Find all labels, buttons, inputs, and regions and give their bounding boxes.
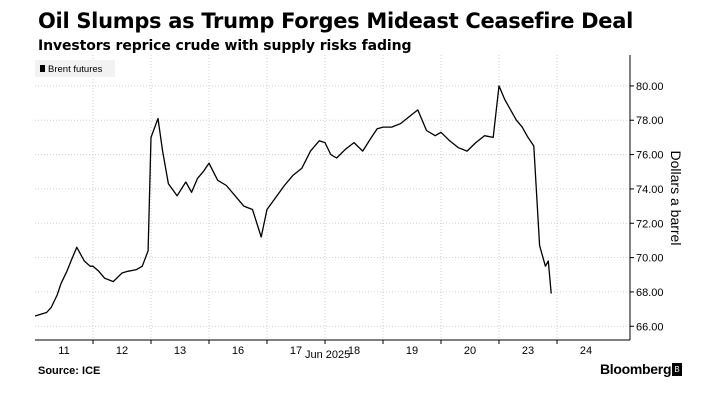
y-axis-label: Dollars a barrel: [668, 151, 684, 246]
y-tick-label: 66.00: [636, 321, 664, 333]
x-tick-label: 20: [464, 345, 476, 357]
y-tick-label: 70.00: [636, 253, 664, 265]
x-tick-label: 23: [522, 345, 534, 357]
legend-box: [35, 60, 115, 77]
y-tick-label: 80.00: [636, 81, 664, 93]
y-tick-label: 74.00: [636, 184, 664, 196]
y-tick-label: 68.00: [636, 287, 664, 299]
x-tick-label: 13: [174, 345, 186, 357]
axis-ticks: 66.00 68.00 70.00 72.00 74.00 76.00 78.00 80.00…: [58, 81, 663, 357]
x-tick-label: 12: [116, 345, 128, 357]
x-tick-label: 19: [406, 345, 418, 357]
chart-title: Oil Slumps as Trump Forges Mideast Cease…: [38, 9, 633, 33]
bloomberg-mark-icon: B: [672, 363, 682, 376]
chart-subtitle: Investors reprice crude with supply risk…: [38, 38, 412, 54]
y-tick-label: 76.00: [636, 150, 664, 162]
legend-label-brent-futures: Brent futures: [48, 64, 103, 75]
x-tick-label: 11: [58, 345, 69, 357]
series-line-brent-futures: [34, 85, 552, 317]
bloomberg-logo: Bloomberg: [600, 361, 672, 377]
x-tick-label: 17: [290, 345, 302, 357]
x-tick-label: 18: [348, 345, 360, 357]
x-axis-label: Jun 2025: [305, 349, 350, 361]
y-tick-label: 72.00: [636, 218, 664, 230]
y-tick-label: 78.00: [636, 115, 664, 127]
source-note: Source: ICE: [38, 365, 101, 377]
legend-swatch: [40, 65, 45, 72]
x-tick-label: 16: [232, 345, 244, 357]
legend: Brent futures: [35, 60, 115, 77]
grid-lines: [35, 55, 630, 340]
x-tick-label: 24: [580, 345, 592, 357]
